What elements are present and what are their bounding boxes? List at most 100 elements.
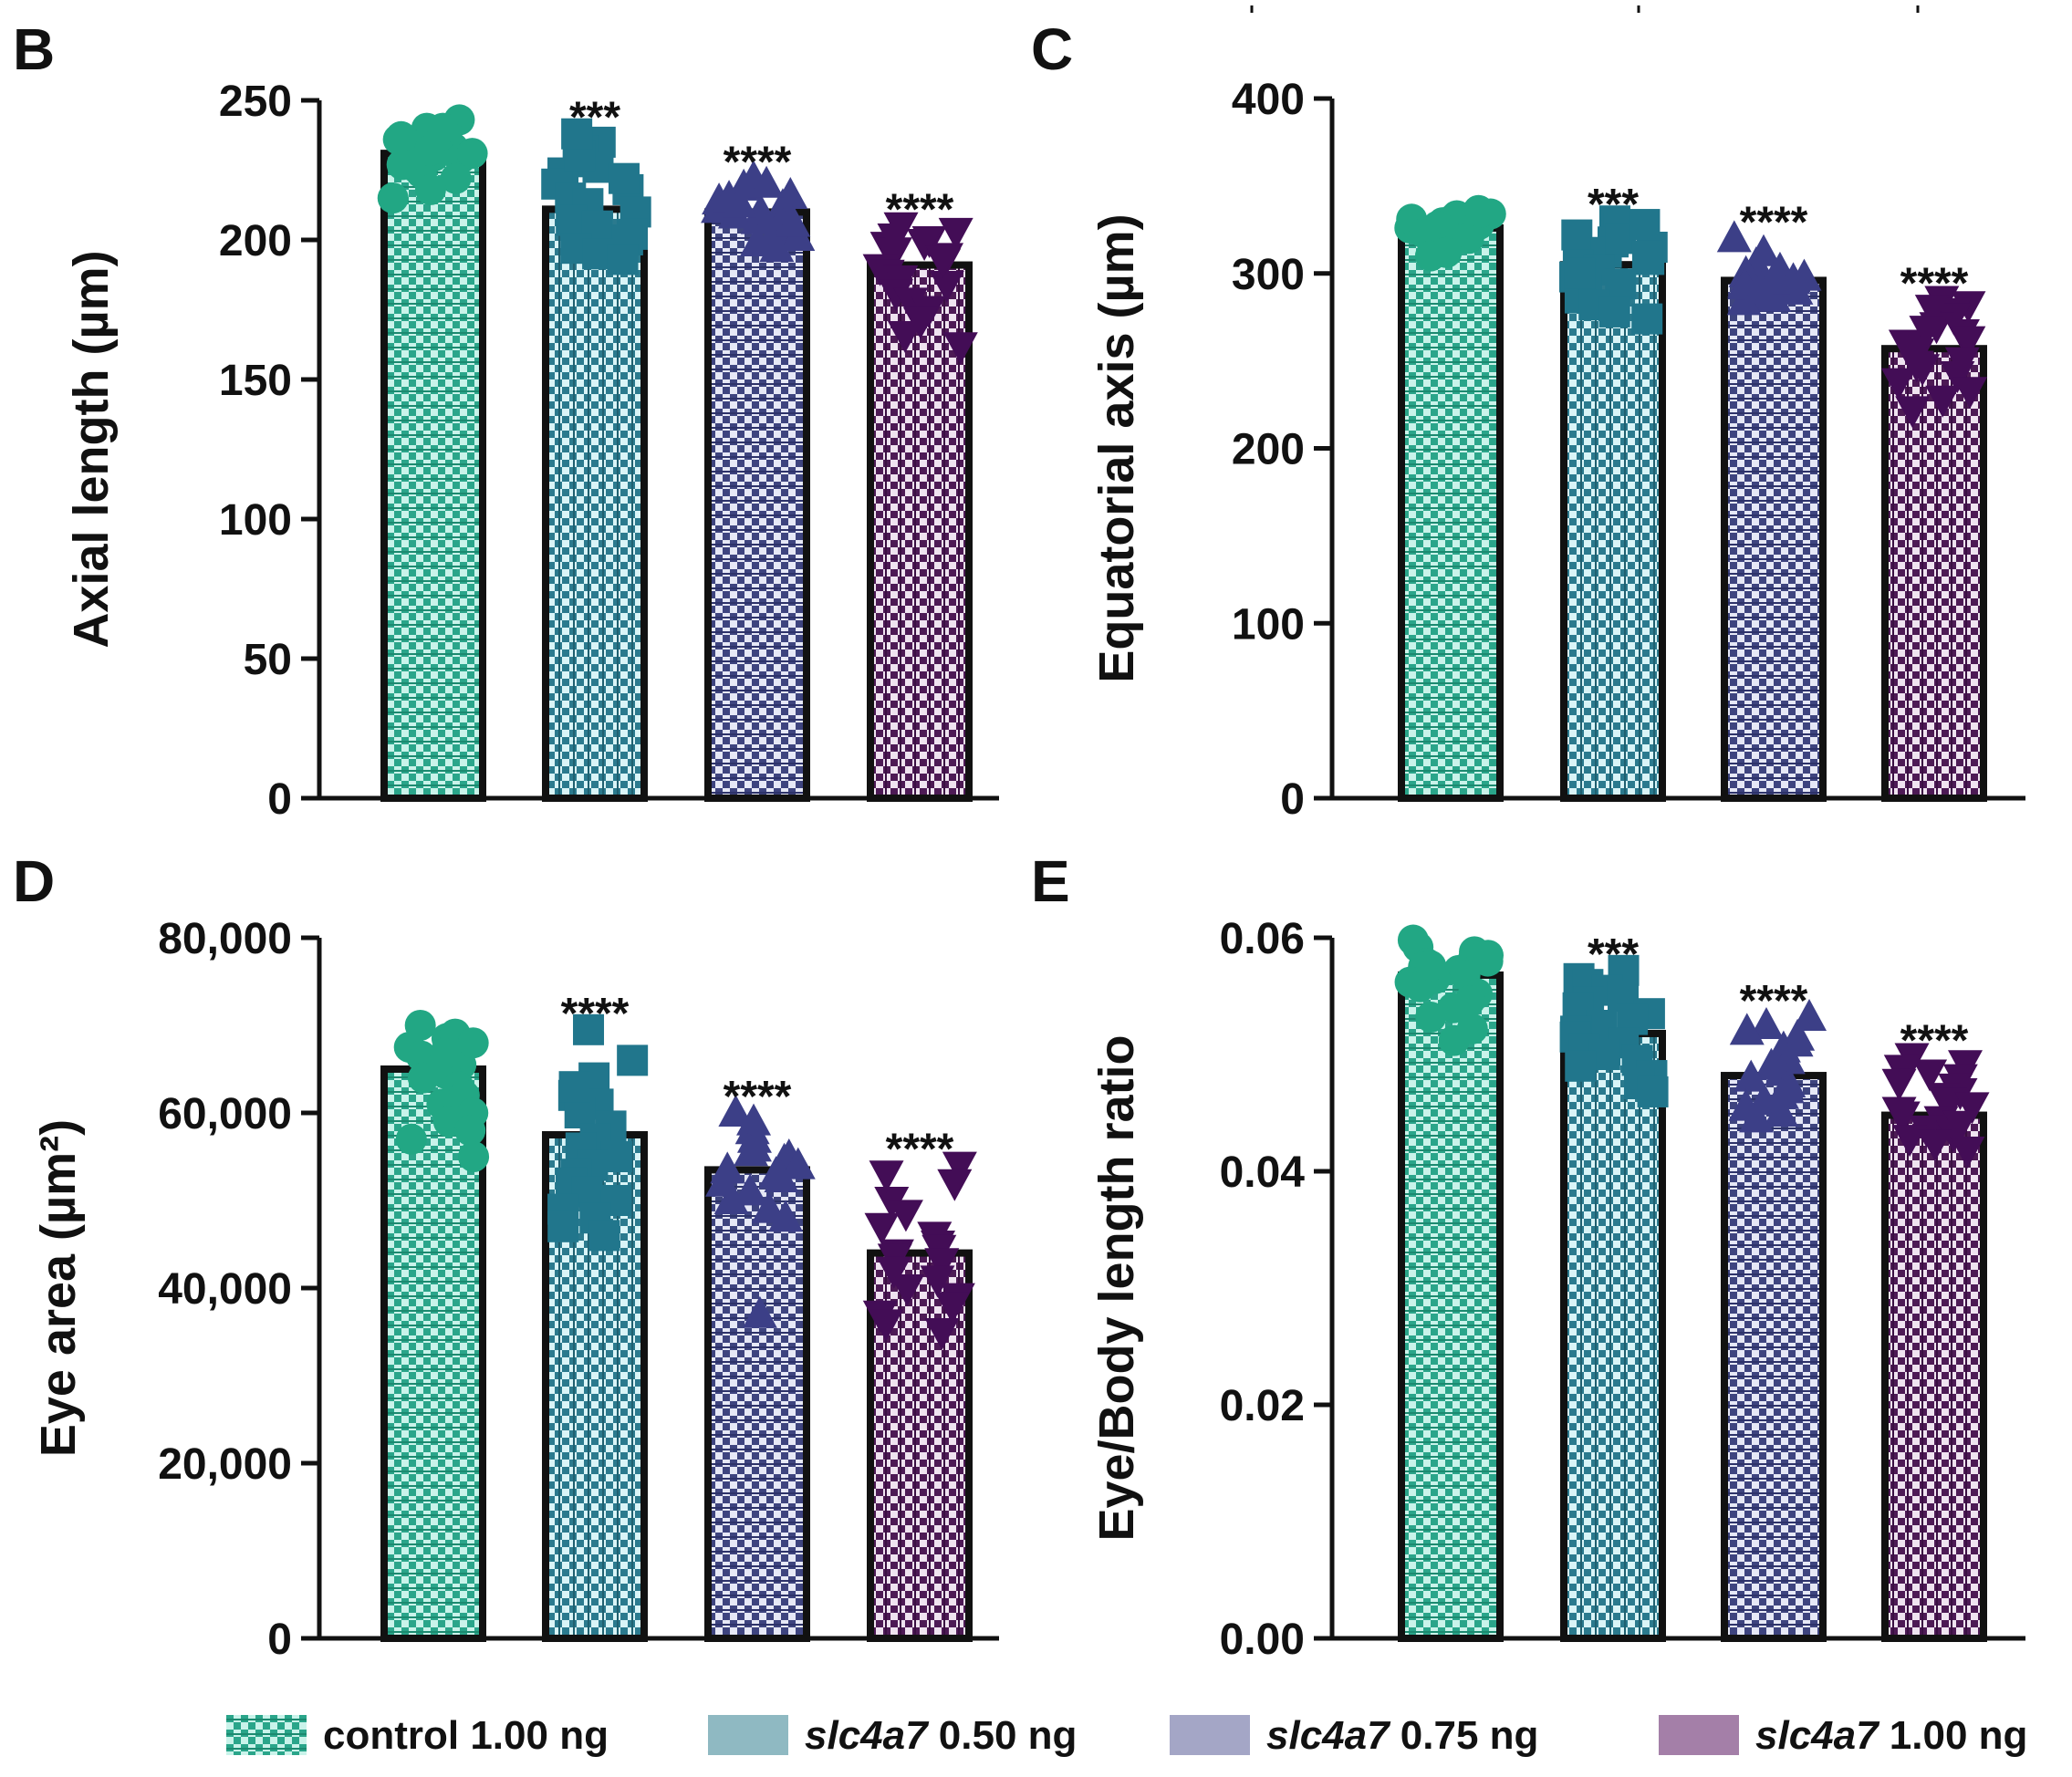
legend-label-slc4a7-100: slc4a7 1.00 ng — [1755, 1713, 2027, 1758]
data-point-d-3 — [924, 1318, 960, 1350]
bar-b-0 — [380, 150, 486, 802]
bar-e-1 — [1560, 1029, 1666, 1642]
data-point-d-1 — [573, 1013, 605, 1045]
data-point-b-3 — [938, 217, 974, 250]
bar-e-0 — [1398, 971, 1504, 1642]
legend-label-slc4a7-075: slc4a7 0.75 ng — [1266, 1713, 1538, 1758]
data-point-c-3 — [1909, 316, 1944, 348]
data-point-e-2 — [1729, 1013, 1765, 1045]
legend-swatch-slc4a7-100 — [1659, 1715, 1739, 1755]
y-tick-label-c: 300 — [1232, 251, 1305, 299]
legend-swatch-slc4a7-050 — [708, 1715, 788, 1755]
y-tick-label-b: 250 — [219, 78, 292, 126]
bar-b-1 — [542, 205, 648, 802]
data-point-d-3 — [864, 1212, 900, 1245]
data-point-d-3 — [934, 1292, 970, 1325]
y-tick-label-b: 100 — [219, 496, 292, 545]
legend: control 1.00 ng slc4a7 0.50 ng slc4a7 0.… — [226, 1713, 2027, 1758]
legend-item-slc4a7-075[interactable]: slc4a7 0.75 ng — [1170, 1713, 1538, 1758]
y-tick-label-b: 150 — [219, 357, 292, 405]
legend-item-slc4a7-050[interactable]: slc4a7 0.50 ng — [708, 1713, 1077, 1758]
legend-item-slc4a7-100[interactable]: slc4a7 1.00 ng — [1659, 1713, 2027, 1758]
data-point-d-3 — [920, 1265, 955, 1298]
data-point-c-3 — [1925, 385, 1961, 418]
data-point-e-2 — [1792, 999, 1827, 1032]
data-point-e-2 — [1764, 1095, 1799, 1127]
data-point-e-2 — [1734, 1059, 1769, 1092]
data-point-d-2 — [734, 1134, 769, 1167]
data-point-b-1 — [608, 162, 640, 194]
data-point-c-3 — [1895, 396, 1931, 429]
data-point-d-1 — [564, 1097, 596, 1128]
panel-letter-c: C — [1031, 16, 1073, 82]
y-tick-label-d: 40,000 — [158, 1265, 292, 1314]
data-point-d-3 — [888, 1200, 923, 1232]
data-point-c-1 — [1561, 219, 1593, 251]
bar-e-3 — [1881, 1111, 1987, 1643]
data-point-d-3 — [942, 1151, 977, 1184]
chart-panel-d: 0 20,000 40,000 60,000 80,000 Eye area (µm²) *… — [31, 915, 999, 1664]
y-tick-label-d: 80,000 — [158, 915, 292, 963]
data-point-c-1 — [1629, 209, 1661, 241]
data-point-d-1 — [617, 1044, 649, 1076]
data-point-c-3 — [1951, 326, 1986, 359]
data-point-b-3 — [942, 332, 978, 365]
significance-label-b-2: **** — [724, 139, 792, 187]
legend-item-control[interactable]: control 1.00 ng — [226, 1713, 609, 1758]
bar-e-2 — [1721, 1072, 1827, 1643]
data-point-c-1 — [1564, 257, 1596, 289]
data-point-e-3 — [1881, 1068, 1917, 1101]
significance-label-e-3: **** — [1900, 1017, 1969, 1065]
data-point-d-3 — [876, 1256, 911, 1289]
data-point-b-1 — [561, 118, 593, 150]
y-axis-label-c: Equatorial axis (µm) — [1089, 213, 1144, 682]
data-point-e-3 — [1917, 1129, 1952, 1162]
bar-d-2 — [704, 1166, 810, 1642]
data-point-b-0 — [386, 149, 418, 181]
data-point-b-0 — [377, 182, 409, 214]
significance-label-b-3: **** — [886, 186, 954, 234]
data-point-e-2 — [1739, 1100, 1775, 1133]
data-point-c-3 — [1888, 329, 1923, 362]
significance-label-e-1: *** — [1588, 930, 1639, 979]
data-point-e-1 — [1565, 1050, 1597, 1082]
data-point-d-3 — [869, 1160, 904, 1193]
data-point-b-1 — [607, 244, 639, 275]
data-point-d-3 — [924, 1248, 960, 1281]
data-point-c-2 — [1778, 272, 1814, 305]
data-point-d-2 — [733, 1173, 768, 1206]
data-point-c-2 — [1743, 271, 1778, 304]
data-point-d-1 — [588, 1220, 620, 1252]
significance-label-c-1: *** — [1588, 181, 1639, 229]
legend-label-slc4a7-050: slc4a7 0.50 ng — [805, 1713, 1077, 1758]
significance-label-b-1: *** — [569, 94, 620, 142]
data-point-e-0 — [1415, 950, 1447, 982]
data-point-b-2 — [739, 224, 775, 257]
data-point-c-3 — [1880, 368, 1916, 400]
chart-panel-e: 0.00 0.02 0.04 0.06 Eye/Body length ratio ***… — [1089, 915, 2025, 1664]
panel-letter-e: E — [1031, 848, 1070, 914]
data-point-d-2 — [768, 1200, 804, 1232]
data-point-c-0 — [1465, 196, 1497, 228]
y-tick-label-e: 0.00 — [1220, 1616, 1305, 1664]
significance-label-c-3: **** — [1900, 260, 1969, 308]
data-point-c-3 — [1914, 295, 1950, 327]
y-tick-label-e: 0.04 — [1220, 1148, 1306, 1197]
data-point-b-2 — [759, 230, 795, 263]
data-point-d-1 — [558, 1071, 590, 1103]
y-tick-label-b: 200 — [219, 217, 292, 265]
data-point-e-3 — [1950, 1136, 1985, 1169]
data-point-b-3 — [877, 223, 912, 255]
significance-label-e-2: **** — [1740, 977, 1808, 1025]
data-point-b-0 — [413, 135, 445, 167]
bar-c-1 — [1560, 261, 1666, 803]
data-point-d-3 — [890, 1274, 925, 1306]
data-point-e-1 — [1637, 1076, 1669, 1107]
y-tick-label-d: 20,000 — [158, 1440, 292, 1489]
data-point-c-2 — [1716, 220, 1752, 253]
data-point-d-2 — [764, 1160, 799, 1192]
bar-c-3 — [1881, 345, 1987, 802]
data-point-d-0 — [407, 1062, 439, 1094]
